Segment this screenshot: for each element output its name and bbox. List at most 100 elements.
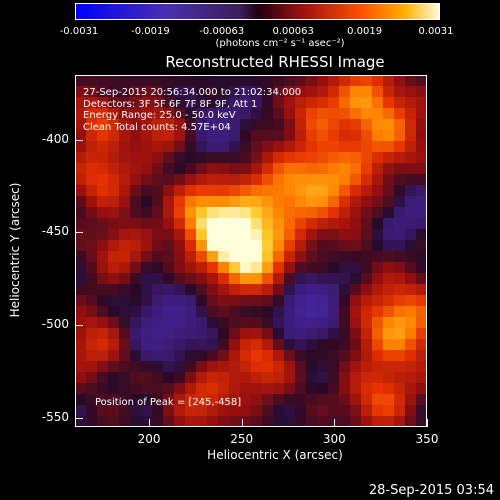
heatmap-cell: [207, 196, 219, 208]
heatmap-cell: [295, 350, 307, 362]
heatmap-cell: [284, 262, 296, 274]
heatmap-cell: [306, 328, 318, 340]
heatmap-cell: [119, 306, 131, 318]
heatmap-cell: [218, 141, 230, 153]
heatmap-cell: [394, 163, 406, 175]
heatmap-cell: [196, 262, 208, 274]
heatmap-cell: [141, 372, 153, 384]
heatmap-cell: [207, 328, 219, 340]
heatmap-cell: [339, 372, 351, 384]
heatmap-cell: [350, 163, 362, 175]
heatmap-cell: [119, 141, 131, 153]
heatmap-cell: [218, 306, 230, 318]
heatmap-cell: [273, 141, 285, 153]
heatmap-cell: [130, 350, 142, 362]
heatmap-cell: [328, 152, 340, 164]
heatmap-cell: [361, 185, 373, 197]
heatmap-cell: [75, 328, 87, 340]
heatmap-cell: [262, 97, 274, 109]
heatmap-cell: [119, 174, 131, 186]
heatmap-cell: [196, 339, 208, 351]
heatmap-cell: [218, 273, 230, 285]
heatmap-cell: [306, 240, 318, 252]
heatmap-cell: [240, 251, 252, 263]
heatmap-cell: [383, 339, 395, 351]
timestamp: 28-Sep-2015 03:54: [368, 483, 494, 498]
heatmap-cell: [273, 152, 285, 164]
heatmap-cell: [207, 306, 219, 318]
heatmap-cell: [383, 295, 395, 307]
heatmap-cell: [405, 405, 417, 417]
heatmap-cell: [306, 306, 318, 318]
heatmap-cell: [86, 174, 98, 186]
heatmap-cell: [372, 86, 384, 98]
heatmap-cell: [196, 361, 208, 373]
heatmap-cell: [229, 86, 241, 98]
heatmap-cell: [339, 130, 351, 142]
heatmap-cell: [306, 273, 318, 285]
heatmap-cell: [372, 75, 384, 87]
heatmap-cell: [361, 273, 373, 285]
heatmap-cell: [240, 361, 252, 373]
x-tick-label: 250: [230, 432, 254, 446]
heatmap-cell: [372, 295, 384, 307]
heatmap-cell: [196, 141, 208, 153]
heatmap-cell: [108, 119, 120, 131]
heatmap-cell: [152, 75, 164, 87]
heatmap-cell: [306, 416, 318, 427]
info-line: Energy Range: 25.0 - 50.0 keV: [83, 110, 236, 121]
heatmap-cell: [295, 163, 307, 175]
heatmap-cell: [196, 350, 208, 362]
heatmap-cell: [108, 262, 120, 274]
heatmap-cell: [405, 350, 417, 362]
heatmap-cell: [273, 218, 285, 230]
heatmap-cell: [86, 372, 98, 384]
heatmap-cell: [97, 163, 109, 175]
heatmap-cell: [119, 108, 131, 120]
heatmap-cell: [361, 328, 373, 340]
heatmap-cell: [361, 130, 373, 142]
heatmap-cell: [163, 108, 175, 120]
heatmap-cell: [394, 119, 406, 131]
heatmap-cell: [350, 295, 362, 307]
heatmap-cell: [273, 361, 285, 373]
heatmap-cell: [130, 372, 142, 384]
heatmap-cell: [394, 108, 406, 120]
heatmap-cell: [405, 75, 417, 87]
heatmap-cell: [141, 361, 153, 373]
heatmap-cell: [229, 163, 241, 175]
heatmap-cell: [284, 185, 296, 197]
heatmap-cell: [185, 229, 197, 241]
y-tick-mark: [75, 232, 83, 234]
heatmap-cell: [218, 361, 230, 373]
heatmap-image: [75, 75, 427, 427]
heatmap-cell: [174, 394, 186, 406]
heatmap-cell: [75, 372, 87, 384]
heatmap-cell: [152, 372, 164, 384]
x-tick-label: 350: [415, 432, 439, 446]
heatmap-cell: [372, 207, 384, 219]
heatmap-cell: [317, 262, 329, 274]
heatmap-cell: [350, 185, 362, 197]
heatmap-cell: [97, 361, 109, 373]
heatmap-cell: [394, 174, 406, 186]
heatmap-cell: [295, 196, 307, 208]
heatmap-cell: [328, 185, 340, 197]
heatmap-cell: [372, 273, 384, 285]
heatmap-cell: [152, 86, 164, 98]
heatmap-cell: [295, 394, 307, 406]
heatmap-cell: [416, 273, 427, 285]
heatmap-cell: [141, 97, 153, 109]
heatmap-cell: [339, 174, 351, 186]
heatmap-cell: [196, 405, 208, 417]
heatmap-cell: [350, 75, 362, 87]
heatmap-cell: [306, 350, 318, 362]
heatmap-cell: [262, 372, 274, 384]
heatmap-cell: [306, 394, 318, 406]
heatmap-cell: [108, 141, 120, 153]
heatmap-cell: [317, 218, 329, 230]
heatmap-cell: [163, 416, 175, 427]
heatmap-cell: [251, 229, 263, 241]
heatmap-cell: [383, 262, 395, 274]
heatmap-cell: [97, 273, 109, 285]
